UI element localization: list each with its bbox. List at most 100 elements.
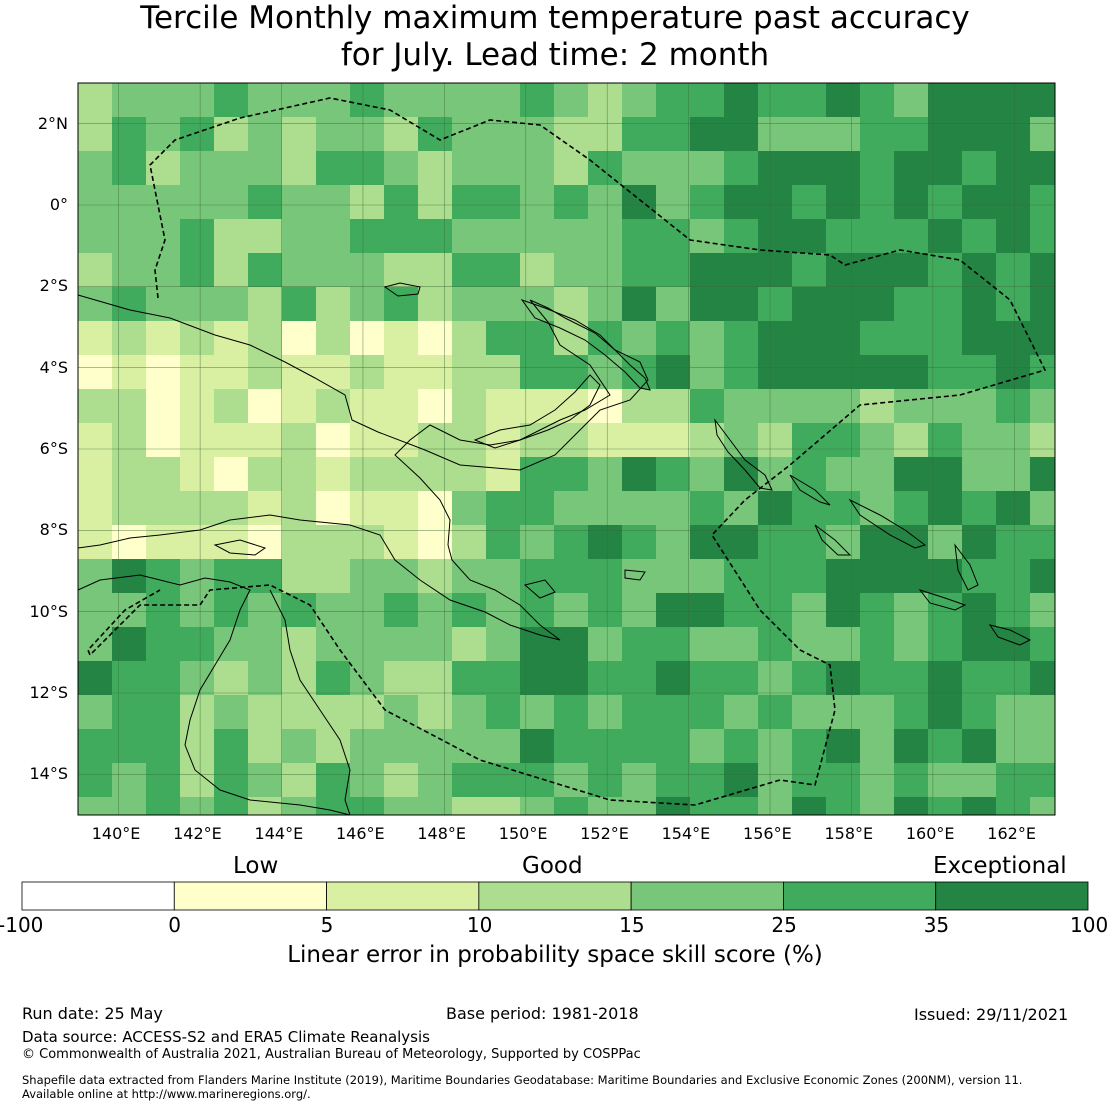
skill-cell xyxy=(622,321,656,355)
skill-cell xyxy=(384,525,418,559)
colorbar-tick-label: 100 xyxy=(1070,913,1109,937)
skill-cell xyxy=(452,117,486,151)
skill-cell xyxy=(78,253,112,287)
skill-cell xyxy=(316,559,350,593)
colorbar-tick-label: -100 xyxy=(0,913,44,937)
longitude-label: 162°E xyxy=(987,824,1036,843)
skill-cell xyxy=(78,457,112,491)
skill-cell xyxy=(112,83,146,117)
skill-cell xyxy=(588,287,622,321)
skill-cell xyxy=(452,627,486,661)
shapefile-credit-line-1: Shapefile data extracted from Flanders M… xyxy=(22,1073,1023,1087)
skill-cell xyxy=(78,729,112,763)
skill-cell xyxy=(316,627,350,661)
skill-cell xyxy=(350,627,384,661)
skill-cell xyxy=(384,253,418,287)
skill-cell xyxy=(622,797,656,815)
skill-cell xyxy=(486,389,520,423)
skill-cell xyxy=(826,117,860,151)
skill-cell xyxy=(248,151,282,185)
longitude-label: 158°E xyxy=(824,824,874,843)
skill-cell xyxy=(1030,593,1055,627)
skill-cell xyxy=(78,151,112,185)
skill-cell xyxy=(554,219,588,253)
skill-cell xyxy=(928,185,962,219)
skill-cell xyxy=(486,491,520,525)
skill-cell xyxy=(112,185,146,219)
skill-cell xyxy=(588,355,622,389)
skill-cell xyxy=(520,185,554,219)
skill-cell xyxy=(78,695,112,729)
skill-cell xyxy=(78,491,112,525)
skill-cell xyxy=(248,253,282,287)
skill-cell xyxy=(996,83,1030,117)
skill-cell xyxy=(860,117,894,151)
skill-cell xyxy=(928,661,962,695)
skill-cell xyxy=(384,389,418,423)
skill-cell xyxy=(146,389,180,423)
skill-cell xyxy=(622,83,656,117)
skill-cell xyxy=(350,185,384,219)
skill-cell xyxy=(248,185,282,219)
skill-cell xyxy=(112,763,146,797)
skill-cell xyxy=(282,729,316,763)
skill-cell xyxy=(486,219,520,253)
skill-cell xyxy=(962,151,996,185)
skill-cell xyxy=(452,219,486,253)
skill-cell xyxy=(452,525,486,559)
skill-cell xyxy=(996,627,1030,661)
skill-cell xyxy=(486,253,520,287)
skill-cell xyxy=(180,219,214,253)
skill-cell xyxy=(656,627,690,661)
longitude-label: 148°E xyxy=(417,824,467,843)
skill-cell xyxy=(214,763,248,797)
new-britain-coast xyxy=(473,374,601,449)
skill-cell xyxy=(418,287,452,321)
colorbar-category-exceptional: Exceptional xyxy=(933,853,1067,879)
skill-cell xyxy=(758,593,792,627)
skill-cell xyxy=(758,185,792,219)
skill-cell xyxy=(486,763,520,797)
skill-cell xyxy=(690,797,724,815)
skill-cell xyxy=(350,219,384,253)
skill-cell xyxy=(282,185,316,219)
skill-cell xyxy=(928,117,962,151)
skill-cell xyxy=(690,423,724,457)
skill-cell xyxy=(656,185,690,219)
skill-cell xyxy=(486,729,520,763)
skill-cell xyxy=(112,219,146,253)
skill-cell xyxy=(656,559,690,593)
skill-cell xyxy=(180,355,214,389)
skill-cell xyxy=(724,661,758,695)
skill-cell xyxy=(826,389,860,423)
latitude-label: 8°S xyxy=(39,520,68,540)
skill-cell xyxy=(860,627,894,661)
skill-cell xyxy=(826,559,860,593)
skill-cell xyxy=(248,627,282,661)
skill-cell xyxy=(418,525,452,559)
skill-cell xyxy=(894,321,928,355)
skill-cell xyxy=(690,117,724,151)
skill-cell xyxy=(316,151,350,185)
skill-cell xyxy=(418,185,452,219)
skill-cell xyxy=(996,151,1030,185)
skill-cell xyxy=(656,661,690,695)
skill-cell xyxy=(588,321,622,355)
skill-cell xyxy=(690,457,724,491)
skill-cell xyxy=(622,763,656,797)
skill-cell xyxy=(996,593,1030,627)
skill-cell xyxy=(452,729,486,763)
skill-cell xyxy=(724,321,758,355)
skill-cell xyxy=(724,457,758,491)
skill-cell xyxy=(452,593,486,627)
skill-cell xyxy=(928,457,962,491)
skill-cell xyxy=(520,321,554,355)
skill-cell xyxy=(758,763,792,797)
skill-cell xyxy=(758,627,792,661)
skill-cell xyxy=(180,321,214,355)
skill-cell xyxy=(78,389,112,423)
skill-cell xyxy=(418,797,452,815)
skill-cell xyxy=(894,355,928,389)
skill-cell xyxy=(180,661,214,695)
skill-cell xyxy=(622,117,656,151)
